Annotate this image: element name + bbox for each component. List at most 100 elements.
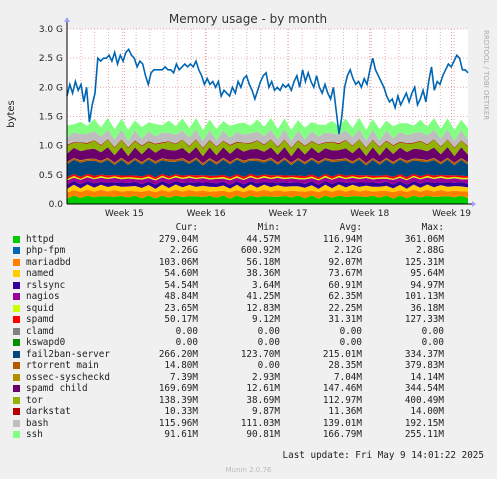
legend-min-value: 0.00 — [257, 325, 280, 337]
legend-max-value: 334.37M — [404, 348, 444, 360]
legend-min-value: 12.61M — [246, 383, 280, 394]
legend-max-value: 94.97M — [410, 279, 444, 291]
legend-avg-value: 22.25M — [328, 302, 362, 314]
legend-header-row: Cur: Min: Avg: Max: — [12, 222, 488, 234]
legend-series-name: fail2ban-server — [26, 348, 110, 360]
legend-max-value: 14.14M — [410, 371, 444, 383]
legend-avg-value: 166.79M — [322, 429, 362, 440]
legend-table: Cur: Min: Avg: Max: httpd 279.04M 44.57M 11… — [12, 222, 488, 441]
legend-row: tor 138.39M 38.69M 112.97M 400.49M — [12, 395, 488, 407]
area-fail2ban-server — [67, 159, 468, 178]
legend-row: squid 23.65M 12.83M 22.25M 36.18M — [12, 303, 488, 315]
last-update: Last update: Fri May 9 14:01:22 2025 — [282, 450, 485, 461]
legend-cur-value: 91.61M — [164, 429, 198, 440]
legend-avg-value: 147.46M — [322, 383, 362, 394]
legend-series-name: ssh — [26, 429, 43, 440]
header-cur: Cur: — [175, 222, 198, 233]
legend-series-name: darkstat — [26, 406, 71, 417]
legend-row: spamd 50.17M 9.12M 31.31M 127.33M — [12, 314, 488, 326]
legend-avg-value: 139.01M — [322, 417, 362, 429]
legend-series-name: ossec-syscheckd — [26, 371, 110, 383]
y-tick-label: 2.5 G — [39, 54, 63, 64]
area-httpd — [67, 195, 468, 204]
legend-min-value: 9.12M — [252, 314, 280, 325]
legend-series-name: nagios — [26, 291, 60, 302]
legend-swatch — [13, 396, 20, 404]
legend-cur-value: 0.00 — [175, 337, 198, 348]
legend-row: rslsync 54.54M 3.64M 60.91M 94.97M — [12, 280, 488, 292]
legend-row: kswapd0 0.00 0.00 0.00 0.00 — [12, 337, 488, 349]
legend-series-name: rslsync — [26, 279, 66, 291]
legend-min-value: 2.93M — [252, 371, 280, 383]
legend-swatch — [13, 327, 20, 335]
legend-row: nagios 48.84M 41.25M 62.35M 101.13M — [12, 291, 488, 303]
legend-max-value: 0.00 — [421, 337, 444, 348]
y-tick-label: 1.5 G — [39, 113, 63, 123]
legend-swatch — [13, 235, 20, 243]
legend-series-name: tor — [26, 394, 43, 406]
legend-cur-value: 54.54M — [164, 279, 198, 291]
legend-series-name: squid — [26, 302, 54, 314]
legend-swatch — [13, 419, 20, 427]
legend-min-value: 56.18M — [246, 256, 280, 268]
x-tick-label: Week 18 — [350, 209, 389, 219]
legend-row: fail2ban-server 266.20M 123.70M 215.01M 334.… — [12, 349, 488, 361]
legend-avg-value: 215.01M — [322, 348, 362, 360]
area-nagios — [67, 177, 468, 185]
legend-avg-value: 92.07M — [328, 256, 362, 268]
legend-cur-value: 2.26G — [170, 245, 198, 256]
legend-swatch — [13, 385, 20, 392]
legend-max-value: 379.83M — [404, 360, 444, 371]
legend-cur-value: 23.65M — [164, 302, 198, 314]
x-tick-label: Week 17 — [268, 209, 307, 219]
legend-series-name: spamd — [26, 314, 54, 325]
legend-row: httpd 279.04M 44.57M 116.94M 361.06M — [12, 234, 488, 246]
legend-row: darkstat 10.33M 9.87M 11.36M 14.00M — [12, 406, 488, 418]
legend-max-value: 14.00M — [410, 406, 444, 417]
legend-avg-value: 0.00 — [339, 325, 362, 337]
legend-cur-value: 48.84M — [164, 291, 198, 302]
legend-min-value: 3.64M — [252, 279, 280, 291]
header-max: Max: — [421, 222, 444, 233]
legend-swatch — [13, 373, 20, 381]
x-tick-label: Week 16 — [187, 209, 226, 219]
legend-min-value: 38.69M — [246, 394, 280, 406]
legend-series-name: bash — [26, 417, 49, 429]
area-ossec-syscheckd — [67, 157, 468, 164]
legend-series-name: rtorrent main — [26, 360, 99, 371]
area-spamd-child — [67, 147, 468, 164]
y-tick-label: 2.0 G — [39, 83, 63, 93]
legend-avg-value: 2.12G — [334, 245, 362, 256]
legend-series-name: httpd — [26, 233, 54, 245]
x-axis-arrow — [472, 201, 476, 207]
legend-swatch — [13, 408, 20, 415]
legend-avg-value: 116.94M — [322, 233, 362, 245]
legend-swatch — [13, 247, 20, 254]
area-spamd — [67, 173, 468, 180]
legend-swatch — [13, 350, 20, 358]
legend-series-name: php-fpm — [26, 245, 66, 256]
legend-avg-value: 7.04M — [334, 371, 362, 383]
legend-max-value: 400.49M — [404, 394, 444, 406]
legend-series-name: named — [26, 268, 54, 279]
legend-min-value: 123.70M — [240, 348, 280, 360]
area-named — [67, 184, 468, 193]
legend-max-value: 361.06M — [404, 233, 444, 245]
chart-title: Memory usage - by month — [169, 12, 327, 26]
y-tick-label: 0.5 G — [39, 171, 63, 181]
legend-swatch — [13, 258, 20, 266]
legend-swatch — [13, 281, 20, 289]
area-rtorrent-main — [67, 158, 468, 166]
y-axis-ticks: 0.0 0.5 G 1.0 G 1.5 G 2.0 G 2.5 G 3.0 G — [39, 25, 63, 210]
legend-min-value: 0.00 — [257, 360, 280, 371]
area-ssh — [67, 117, 468, 141]
legend-cur-value: 50.17M — [164, 314, 198, 325]
legend-max-value: 255.11M — [404, 429, 444, 440]
y-tick-label: 3.0 G — [39, 25, 63, 35]
legend-cur-value: 115.96M — [158, 417, 198, 429]
legend-row: named 54.60M 38.36M 73.67M 95.64M — [12, 268, 488, 280]
legend-row: ossec-syscheckd 7.39M 2.93M 7.04M 14.14M — [12, 372, 488, 384]
legend-cur-value: 138.39M — [158, 394, 198, 406]
legend-cur-value: 0.00 — [175, 325, 198, 337]
area-bash — [67, 129, 468, 148]
